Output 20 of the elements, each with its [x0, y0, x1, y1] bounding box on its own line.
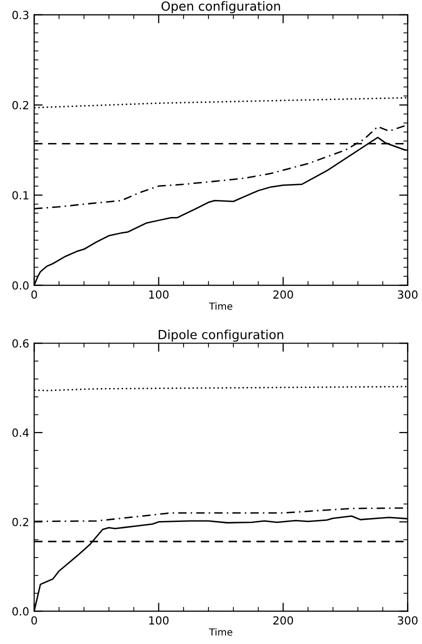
y-tick-label: 0.0 — [12, 281, 29, 290]
x-tick-label: 200 — [273, 616, 294, 625]
y-tick-label: 0.1 — [12, 191, 28, 200]
x-tick-label: 300 — [398, 616, 418, 625]
x-axis-title: Time — [208, 302, 232, 310]
y-tick-label: 0.0 — [12, 607, 29, 616]
chart-title: Open configuration — [161, 1, 280, 14]
x-tick-label: 0 — [31, 616, 37, 625]
x-tick-label: 100 — [149, 616, 169, 625]
x-tick-label: 200 — [273, 290, 294, 299]
x-tick-label: 300 — [398, 290, 418, 299]
y-tick-label: 0.2 — [12, 518, 28, 526]
x-axis-title: Time — [208, 628, 232, 636]
y-tick-label: 0.2 — [12, 100, 28, 110]
y-tick-label: 0.6 — [12, 339, 29, 348]
chart-title: Dipole configuration — [158, 330, 284, 342]
x-tick-label: 0 — [31, 290, 37, 299]
y-tick-label: 0.3 — [12, 10, 28, 20]
y-tick-label: 0.4 — [12, 428, 29, 437]
x-tick-label: 100 — [149, 290, 169, 299]
